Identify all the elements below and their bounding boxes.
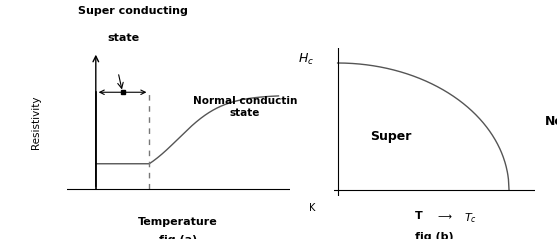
Text: fig (b): fig (b) [415, 232, 454, 239]
Text: Temperature: Temperature [138, 217, 218, 227]
Text: $T_c$: $T_c$ [464, 211, 477, 225]
Text: Resistivity: Resistivity [31, 95, 41, 149]
Text: Super conducting: Super conducting [78, 6, 188, 16]
Text: T: T [414, 211, 422, 221]
Text: state: state [107, 33, 139, 43]
Text: fig (a): fig (a) [159, 234, 197, 239]
Text: Normal conductin
state: Normal conductin state [193, 96, 297, 118]
Text: $H_c$: $H_c$ [298, 52, 314, 67]
Text: Normal: Normal [545, 115, 557, 128]
Text: K: K [309, 203, 315, 213]
Text: $\longrightarrow$: $\longrightarrow$ [436, 211, 453, 221]
Text: Super: Super [370, 130, 411, 143]
